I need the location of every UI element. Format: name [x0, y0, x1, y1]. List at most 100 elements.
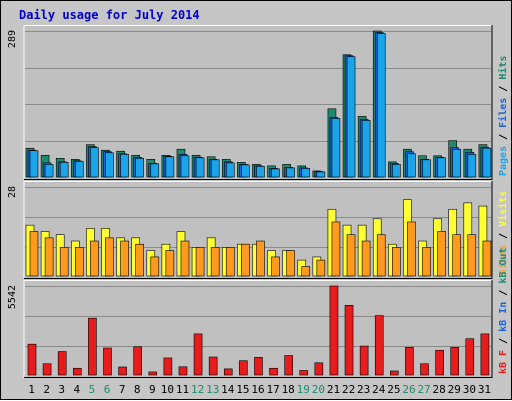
- x-tick-label: 2: [43, 383, 50, 396]
- bar-kbytes: [193, 333, 203, 376]
- bar-sites: [29, 231, 39, 277]
- bar-sites: [59, 247, 69, 277]
- bar-kbytes: [344, 305, 354, 376]
- bar-sites: [105, 237, 114, 277]
- x-tick-label: 20: [312, 383, 325, 396]
- bar-pages: [135, 158, 144, 178]
- chart-title: Daily usage for July 2014: [19, 8, 200, 22]
- x-tick-label: 28: [433, 383, 446, 396]
- legend-part: kB F: [498, 350, 509, 374]
- bar-pages: [422, 159, 431, 178]
- bar-kbytes: [72, 367, 82, 376]
- y-max-label: 28: [7, 186, 18, 198]
- bar-kbytes: [178, 366, 188, 376]
- bar-kbytes: [88, 317, 97, 376]
- bar-kbytes: [57, 351, 67, 376]
- x-tick-label: 24: [372, 383, 386, 396]
- legend-part: kB Out: [498, 248, 509, 284]
- legend-part: /: [498, 284, 509, 302]
- legend-part: /: [498, 128, 509, 146]
- bar-pages: [452, 148, 462, 178]
- panel-hits-files-pages: 289 Pages / Files / Hits: [7, 25, 509, 180]
- bar-sites: [210, 247, 220, 277]
- y-max-label: 5542: [7, 285, 18, 309]
- legend-part: /: [498, 80, 509, 98]
- panel-visits-sites: 28 Sites / Visits: [7, 181, 509, 279]
- x-tick-label: 21: [327, 383, 340, 396]
- x-tick-label: 22: [342, 383, 355, 396]
- bar-pages: [407, 153, 416, 178]
- bar-sites: [407, 221, 416, 277]
- bar-sites: [135, 243, 144, 277]
- bar-kbytes: [42, 363, 52, 376]
- x-tick-label: 26: [402, 383, 415, 396]
- x-tick-label: 29: [448, 383, 461, 396]
- bar-pages: [44, 164, 54, 178]
- x-tick-label: 7: [119, 383, 126, 396]
- x-tick-label: 6: [104, 383, 111, 396]
- bar-pages: [180, 155, 190, 178]
- bar-kbytes: [284, 355, 293, 376]
- legend-part: kB In: [498, 302, 509, 332]
- bar-sites: [74, 247, 84, 277]
- x-tick-label: 14: [221, 383, 235, 396]
- bar-pages: [90, 147, 99, 178]
- bar-pages: [195, 157, 205, 178]
- x-tick-label: 9: [149, 383, 156, 396]
- bar-pages: [301, 168, 311, 178]
- bar-pages: [316, 171, 326, 178]
- bar-kbytes: [465, 338, 475, 376]
- bar-sites: [195, 247, 205, 277]
- legend-part: Hits: [497, 56, 509, 80]
- bar-kbytes: [480, 333, 490, 376]
- bar-kbytes: [435, 349, 444, 376]
- bar-sites: [271, 256, 280, 277]
- x-tick-label: 27: [417, 383, 430, 396]
- bar-pages: [271, 168, 280, 178]
- bar-kbytes: [405, 347, 414, 376]
- y-max-label: 289: [7, 30, 18, 48]
- bar-pages: [29, 150, 39, 178]
- bar-pages: [120, 153, 129, 178]
- x-tick-label: 15: [236, 383, 249, 396]
- x-tick-label: 17: [266, 383, 279, 396]
- bar-kbytes: [27, 343, 37, 376]
- bar-pages: [331, 118, 341, 178]
- x-tick-label: 5: [89, 383, 96, 396]
- bar-sites: [346, 234, 356, 277]
- bar-pages: [256, 166, 265, 178]
- bar-sites: [316, 259, 326, 277]
- bar-sites: [225, 247, 235, 277]
- bar-pages: [286, 167, 295, 178]
- bar-pages: [241, 164, 250, 178]
- bar-kbytes: [254, 357, 263, 376]
- bar-sites: [482, 240, 492, 277]
- bar-kbytes: [133, 346, 142, 376]
- x-tick-label: 10: [161, 383, 174, 396]
- bar-kbytes: [239, 360, 248, 376]
- bar-sites: [376, 234, 386, 277]
- bar-sites: [361, 240, 371, 277]
- bar-pages: [59, 162, 69, 178]
- legend-label: Sites / Visits: [497, 191, 509, 275]
- bar-kbytes: [314, 362, 324, 376]
- x-tick-label: 13: [206, 383, 219, 396]
- bar-kbytes: [118, 366, 127, 376]
- bar-sites: [452, 234, 462, 277]
- bar-pages: [482, 147, 492, 178]
- bar-kbytes: [163, 357, 173, 376]
- x-tick-label: 23: [357, 383, 370, 396]
- bar-pages: [392, 164, 401, 178]
- x-tick-label: 31: [478, 383, 491, 396]
- x-tick-label: 3: [58, 383, 65, 396]
- bar-pages: [225, 162, 235, 178]
- bar-kbytes: [420, 363, 429, 376]
- bar-kbytes: [329, 285, 339, 376]
- x-tick-label: 11: [176, 383, 189, 396]
- bar-kbytes: [299, 370, 309, 376]
- bar-sites: [150, 256, 160, 277]
- bar-sites: [241, 243, 250, 277]
- bar-sites: [422, 247, 431, 277]
